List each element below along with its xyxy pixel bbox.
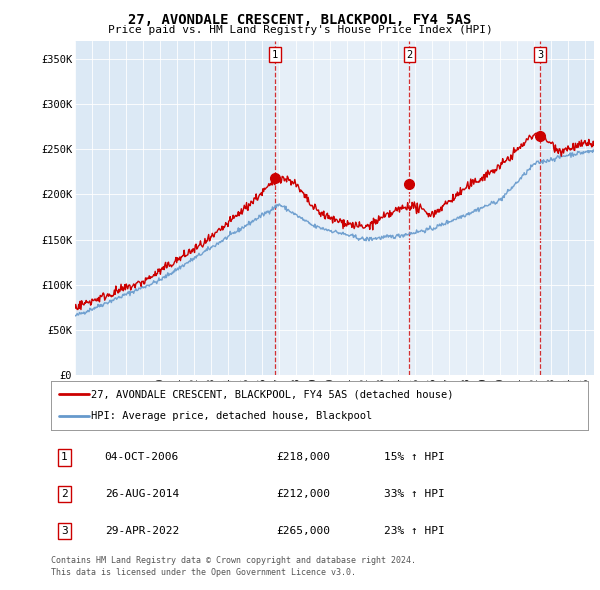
Text: 3: 3 <box>537 50 543 60</box>
Text: 29-APR-2022: 29-APR-2022 <box>105 526 179 536</box>
Text: 23% ↑ HPI: 23% ↑ HPI <box>384 526 445 536</box>
Text: 2: 2 <box>61 489 68 499</box>
Text: 27, AVONDALE CRESCENT, BLACKPOOL, FY4 5AS (detached house): 27, AVONDALE CRESCENT, BLACKPOOL, FY4 5A… <box>91 389 454 399</box>
Text: 15% ↑ HPI: 15% ↑ HPI <box>384 453 445 463</box>
Text: Price paid vs. HM Land Registry's House Price Index (HPI): Price paid vs. HM Land Registry's House … <box>107 25 493 35</box>
Text: 27, AVONDALE CRESCENT, BLACKPOOL, FY4 5AS: 27, AVONDALE CRESCENT, BLACKPOOL, FY4 5A… <box>128 13 472 27</box>
Text: This data is licensed under the Open Government Licence v3.0.: This data is licensed under the Open Gov… <box>51 568 356 577</box>
Text: 04-OCT-2006: 04-OCT-2006 <box>105 453 179 463</box>
Text: 26-AUG-2014: 26-AUG-2014 <box>105 489 179 499</box>
Text: 33% ↑ HPI: 33% ↑ HPI <box>384 489 445 499</box>
Text: 1: 1 <box>61 453 68 463</box>
Text: £265,000: £265,000 <box>277 526 331 536</box>
Text: 2: 2 <box>406 50 412 60</box>
Text: 3: 3 <box>61 526 68 536</box>
Bar <box>275 41 409 375</box>
Text: £212,000: £212,000 <box>277 489 331 499</box>
Text: £218,000: £218,000 <box>277 453 331 463</box>
Text: HPI: Average price, detached house, Blackpool: HPI: Average price, detached house, Blac… <box>91 411 373 421</box>
Text: Contains HM Land Registry data © Crown copyright and database right 2024.: Contains HM Land Registry data © Crown c… <box>51 556 416 565</box>
Bar <box>409 41 540 375</box>
Text: 1: 1 <box>272 50 278 60</box>
